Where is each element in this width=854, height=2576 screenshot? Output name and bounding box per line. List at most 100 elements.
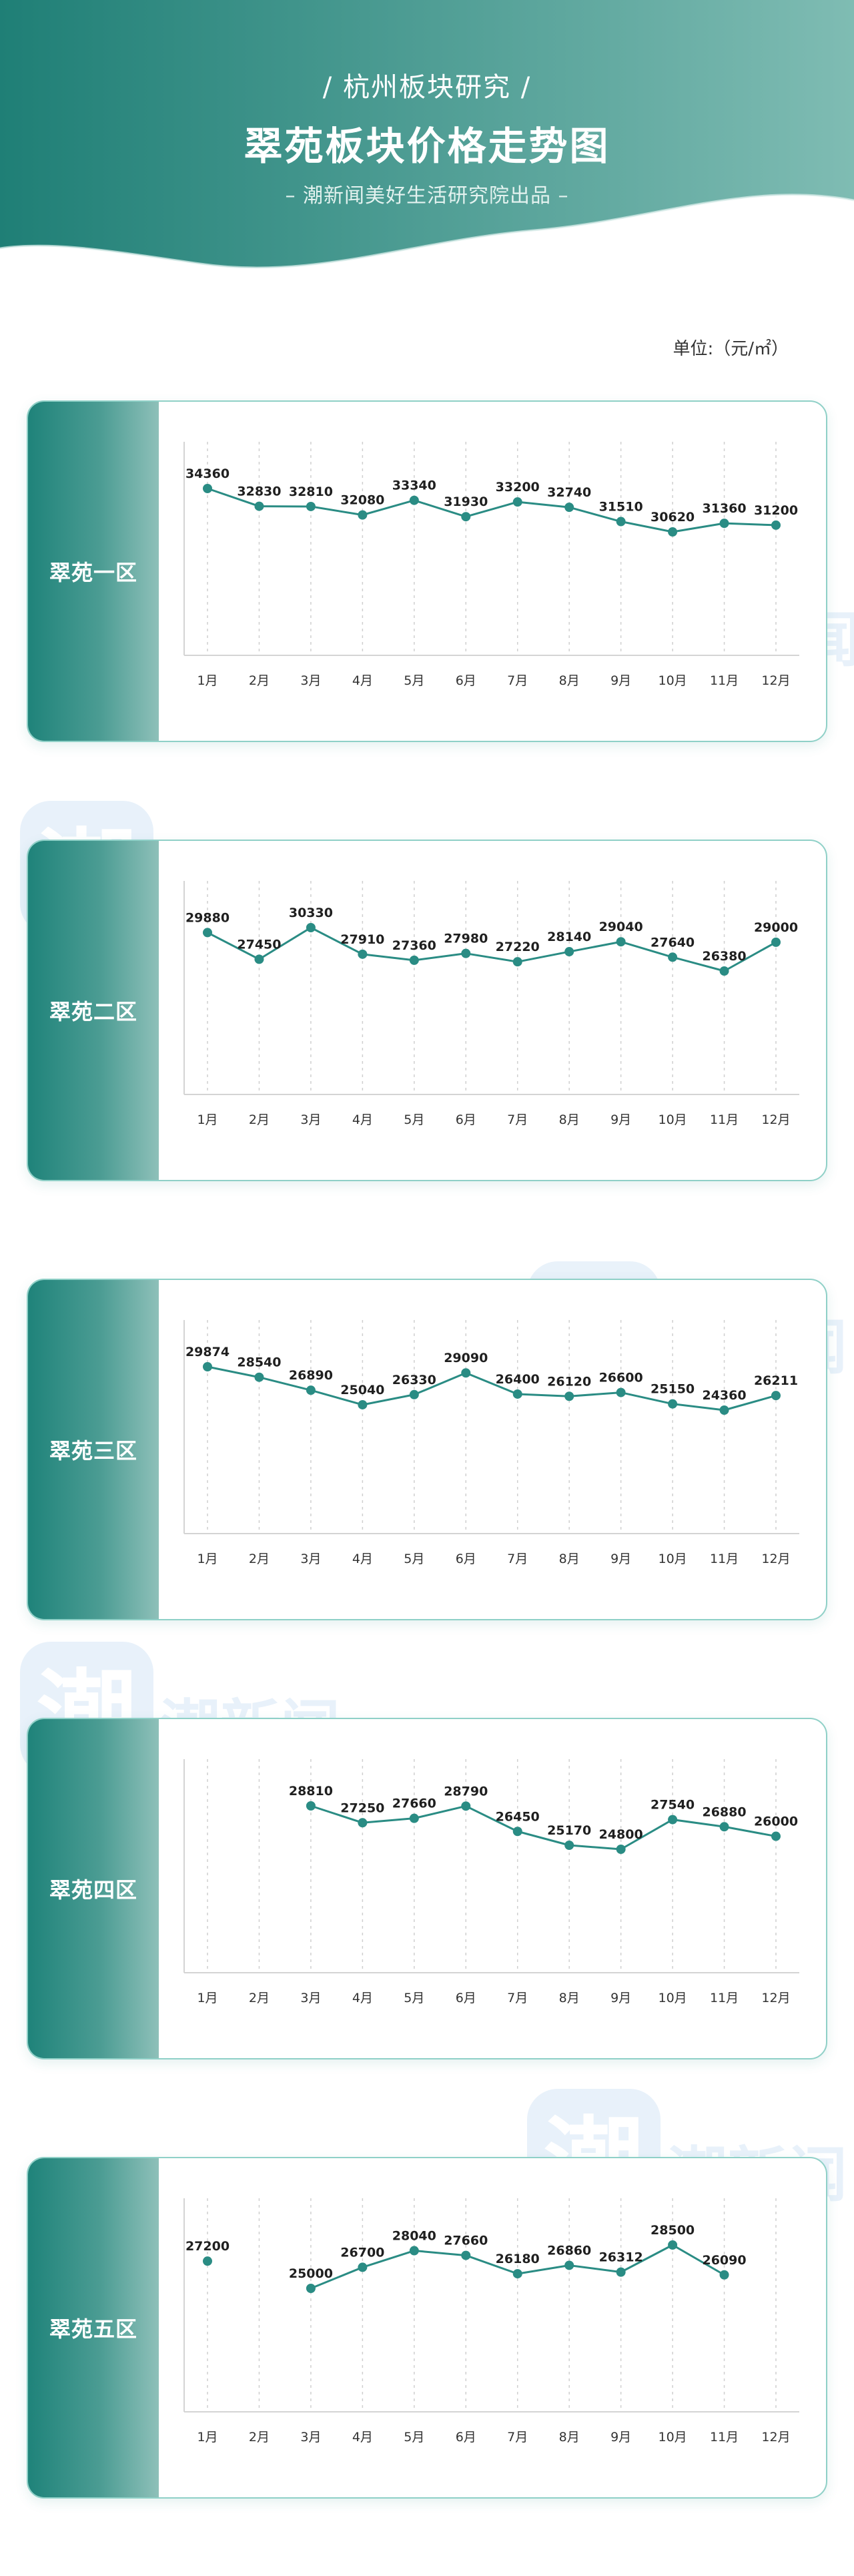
data-point [616, 2267, 626, 2277]
data-point [668, 2240, 678, 2250]
data-point [203, 928, 212, 938]
series-segment [620, 1391, 673, 1405]
data-label: 27540 [651, 1798, 695, 1813]
series-segment [259, 1376, 312, 1391]
series-segment [310, 1389, 363, 1406]
data-point [668, 1815, 678, 1825]
data-label: 31930 [444, 495, 488, 509]
data-label: 32740 [547, 485, 591, 500]
chart-title: 翠苑五区 [49, 2316, 137, 2342]
x-tick-label: 8月 [559, 1552, 580, 1566]
data-label: 32810 [289, 485, 333, 499]
x-tick-label: 9月 [610, 1552, 631, 1566]
x-tick-label: 6月 [456, 1552, 476, 1566]
x-tick-label: 4月 [352, 1552, 373, 1566]
data-label: 27640 [651, 935, 695, 950]
data-point [771, 1831, 781, 1841]
data-label: 25150 [651, 1382, 695, 1397]
x-tick-label: 11月 [710, 1991, 739, 2005]
data-point [616, 1845, 626, 1854]
data-label: 26180 [496, 2252, 540, 2266]
series-segment [310, 1805, 363, 1824]
data-label: 28500 [651, 2223, 695, 2238]
data-label: 28140 [547, 930, 591, 944]
data-label: 32080 [340, 493, 384, 508]
chart-card-side: 翠苑四区 [28, 1719, 159, 2058]
x-tick-label: 9月 [610, 1991, 631, 2005]
series-segment [207, 932, 260, 960]
x-tick-label: 1月 [197, 673, 218, 688]
data-label: 26450 [496, 1809, 540, 1824]
series-segment [465, 2254, 518, 2275]
x-tick-label: 5月 [404, 1552, 424, 1566]
x-tick-label: 9月 [610, 673, 631, 688]
data-label: 30330 [289, 906, 333, 920]
data-label: 29880 [185, 910, 230, 925]
x-tick-label: 7月 [507, 673, 528, 688]
series-segment [517, 501, 570, 509]
data-point [409, 1813, 419, 1823]
data-point [461, 512, 471, 522]
data-label: 27360 [392, 938, 436, 953]
data-label: 25170 [547, 1823, 591, 1838]
x-tick-label: 1月 [197, 1991, 218, 2005]
line-chart: 1月 2月 3月 4月 5月 6月 7月 8月 9月 10月 11月 12月 34360 32830 328… [183, 442, 799, 688]
data-label: 26400 [496, 1372, 540, 1387]
data-point [668, 952, 678, 962]
data-label: 26880 [702, 1805, 746, 1819]
data-label: 26890 [289, 1368, 333, 1383]
series-segment [362, 2250, 415, 2268]
data-label: 26000 [754, 1815, 798, 1829]
data-label: 26211 [754, 1373, 798, 1388]
data-label: 24360 [702, 1388, 746, 1403]
series-segment [517, 950, 570, 963]
data-point [306, 1801, 316, 1811]
series-segment [362, 499, 415, 517]
x-tick-label: 11月 [710, 1552, 739, 1566]
data-point [564, 2260, 574, 2270]
data-point [306, 923, 316, 932]
x-tick-label: 1月 [197, 2430, 218, 2445]
x-tick-label: 10月 [658, 1552, 687, 1566]
data-label: 25000 [289, 2266, 333, 2281]
x-tick-label: 8月 [559, 2430, 580, 2445]
series-segment [517, 1830, 570, 1847]
x-tick-label: 5月 [404, 2430, 424, 2445]
series-segment [568, 2264, 621, 2274]
data-label: 26120 [547, 1374, 591, 1389]
data-point [771, 1391, 781, 1401]
unit-label: 单位:（元/㎡） [673, 339, 789, 359]
series-segment [517, 1393, 570, 1397]
series-segment [672, 2244, 725, 2276]
data-label: 31510 [599, 500, 643, 515]
x-tick-label: 2月 [249, 1112, 270, 1127]
data-label: 27220 [496, 940, 540, 954]
x-tick-label: 10月 [658, 2430, 687, 2445]
header-kicker: / 杭州板块研究 / [322, 72, 532, 103]
data-label: 29000 [754, 920, 798, 935]
x-tick-label: 8月 [559, 673, 580, 688]
data-point [719, 519, 729, 529]
data-label: 27250 [340, 1801, 384, 1815]
series-segment [414, 2250, 466, 2257]
line-chart: 1月 2月 3月 4月 5月 6月 7月 8月 9月 10月 11月 12月 29880 27450 303… [183, 881, 799, 1127]
x-tick-label: 10月 [658, 673, 687, 688]
series-segment [362, 953, 414, 962]
series-segment [672, 956, 725, 972]
data-label: 28790 [444, 1784, 488, 1799]
x-tick-label: 3月 [300, 1112, 321, 1127]
series-segment [362, 1817, 414, 1824]
data-point [719, 1822, 729, 1832]
data-point [358, 510, 368, 520]
series-segment [310, 505, 363, 517]
x-tick-label: 5月 [404, 1112, 424, 1127]
chart-card-zone-1: 翠苑一区 1月 2月 3月 4月 5月 6月 7月 8月 9月 10月 11月 12月 34360 328… [27, 400, 827, 742]
data-point [461, 1801, 471, 1811]
x-tick-label: 10月 [658, 1112, 687, 1127]
data-point [358, 2262, 368, 2272]
chart-card-zone-5: 翠苑五区 1月 2月 3月 4月 5月 6月 7月 8月 9月 10月 11月 12月 27200 250… [27, 2157, 827, 2499]
data-label: 30620 [651, 510, 695, 525]
data-label: 34360 [185, 466, 230, 481]
data-point [564, 1841, 574, 1851]
data-label: 32830 [237, 485, 281, 499]
